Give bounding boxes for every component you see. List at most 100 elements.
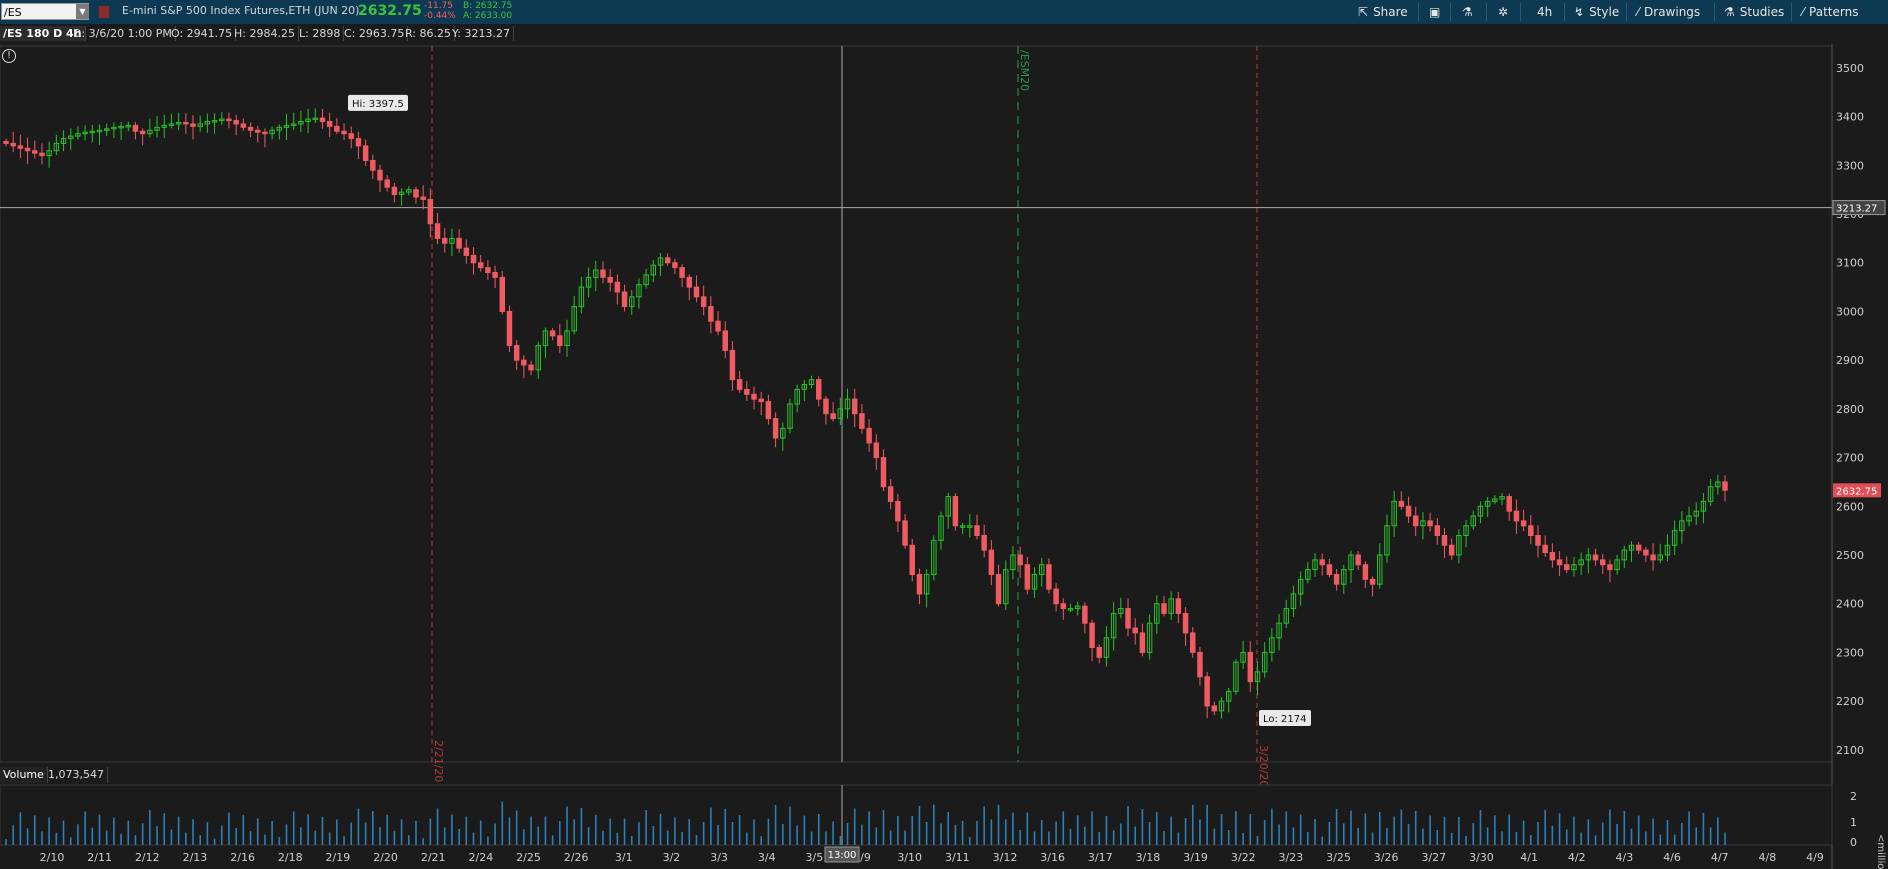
candle-body	[391, 186, 398, 196]
candle-body	[1477, 505, 1484, 517]
candle-body	[1528, 525, 1534, 537]
pencil-icon: ⁄	[1637, 5, 1640, 19]
candle-body	[1305, 569, 1311, 580]
studies-button[interactable]: ⚗ Studies	[1724, 0, 1784, 24]
candle-body	[1377, 554, 1383, 585]
candle-body	[988, 549, 995, 575]
candle-body	[1607, 564, 1613, 571]
candle-body	[585, 276, 592, 288]
candle-body	[506, 310, 513, 347]
x-tick-label: 2/12	[135, 851, 160, 864]
candle-body	[1398, 500, 1405, 507]
ask-value: A: 2633.00	[463, 11, 513, 21]
bar-high: H: 2984.25	[231, 26, 299, 41]
candle-body	[1362, 564, 1369, 580]
candle-body	[111, 126, 117, 130]
share-icon: ⇱	[1358, 5, 1369, 19]
candle-body	[1017, 554, 1023, 566]
candle-body	[1520, 520, 1527, 527]
price-tick-label: 2800	[1836, 403, 1864, 416]
candle-body	[3, 140, 9, 144]
candle-body	[657, 257, 664, 266]
style-icon: ↯	[1574, 5, 1585, 19]
candle-body	[1513, 510, 1520, 522]
x-tick-label: 4/9	[1806, 851, 1824, 864]
share-button[interactable]: ⇱ Share	[1358, 0, 1408, 24]
candle-body	[46, 150, 52, 157]
candle-body	[132, 124, 139, 132]
candle-body	[1700, 500, 1707, 512]
candle-body	[880, 457, 887, 488]
event-line-label: /ESM20	[1018, 50, 1031, 91]
candle-body	[808, 379, 815, 386]
x-tick-label: 4/3	[1616, 851, 1634, 864]
candle-body	[456, 237, 462, 249]
candle-body	[413, 189, 419, 198]
price-chart[interactable]: 3500340033003200310030002900280027002600…	[0, 44, 1888, 869]
x-tick-label: 3/4	[758, 851, 776, 864]
candle-body	[1132, 627, 1138, 634]
symbol-dropdown-icon[interactable]: ▼	[76, 4, 89, 19]
candle-body	[82, 131, 88, 135]
candle-body	[535, 345, 541, 371]
symbol-input[interactable]: /ES	[1, 3, 89, 20]
candle-body	[276, 126, 283, 131]
x-tick-label: 4/6	[1663, 851, 1681, 864]
info-icon[interactable]: !	[2, 49, 16, 63]
x-tick-label: 2/20	[373, 851, 398, 864]
candle-body	[1585, 554, 1592, 561]
studies-icon: ⚗	[1724, 5, 1735, 19]
candle-body	[1269, 637, 1275, 653]
candle-body	[1542, 544, 1548, 554]
candle-body	[1182, 612, 1189, 634]
candle-body	[758, 398, 764, 403]
candle-body	[700, 296, 707, 308]
candle-body	[513, 345, 520, 361]
patterns-button[interactable]: ⁄ Patterns	[1802, 0, 1858, 24]
candle-body	[909, 544, 915, 575]
symbol-period: /ES 180 D 4h	[0, 26, 86, 41]
drawings-button[interactable]: ⁄ Drawings	[1637, 0, 1700, 24]
candle-body	[463, 247, 470, 256]
candle-body	[492, 271, 498, 278]
candle-body	[1233, 661, 1239, 692]
candle-body	[945, 496, 951, 517]
info-bar: /ES 180 D 4h D: 3/6/20 1:00 PM O: 2941.7…	[0, 24, 1888, 44]
x-tick-label: 3/12	[993, 851, 1018, 864]
timeframe-button[interactable]: 4h	[1537, 0, 1552, 24]
x-tick-label: 3/16	[1040, 851, 1065, 864]
candle-body	[1671, 530, 1678, 546]
candle-body	[686, 276, 693, 288]
candle-body	[1290, 593, 1297, 610]
candle-body	[1024, 564, 1031, 590]
candle-body	[420, 196, 426, 200]
candle-body	[629, 296, 635, 308]
lab-button[interactable]: ⚗	[1462, 0, 1478, 24]
x-tick-label: 2/26	[564, 851, 589, 864]
style-label: Style	[1589, 5, 1620, 19]
candle-body	[729, 349, 736, 381]
candle-body	[873, 442, 880, 459]
candle-body	[39, 152, 45, 157]
candle-body	[190, 123, 196, 127]
candle-body	[1621, 549, 1628, 561]
candle-body	[341, 130, 347, 135]
candle-body	[255, 129, 261, 133]
candle-body	[571, 306, 577, 332]
candle-body	[1592, 554, 1599, 561]
settings-button[interactable]: ✲	[1498, 0, 1513, 24]
style-button[interactable]: ↯ Style	[1574, 0, 1619, 24]
candle-body	[1369, 578, 1376, 585]
candle-body	[89, 130, 96, 134]
candle-body	[521, 359, 527, 366]
candle-body	[1441, 535, 1448, 546]
candle-body	[262, 131, 268, 135]
candle-body	[1110, 612, 1117, 639]
candle-body	[744, 388, 750, 395]
bar-low: L: 2898	[296, 26, 345, 41]
candle-body	[823, 398, 829, 415]
screenshot-button[interactable]: ▣	[1429, 0, 1445, 24]
symbol-flag-icon[interactable]	[99, 6, 109, 18]
candle-body	[981, 535, 987, 551]
x-tick-label: 2/24	[468, 851, 493, 864]
